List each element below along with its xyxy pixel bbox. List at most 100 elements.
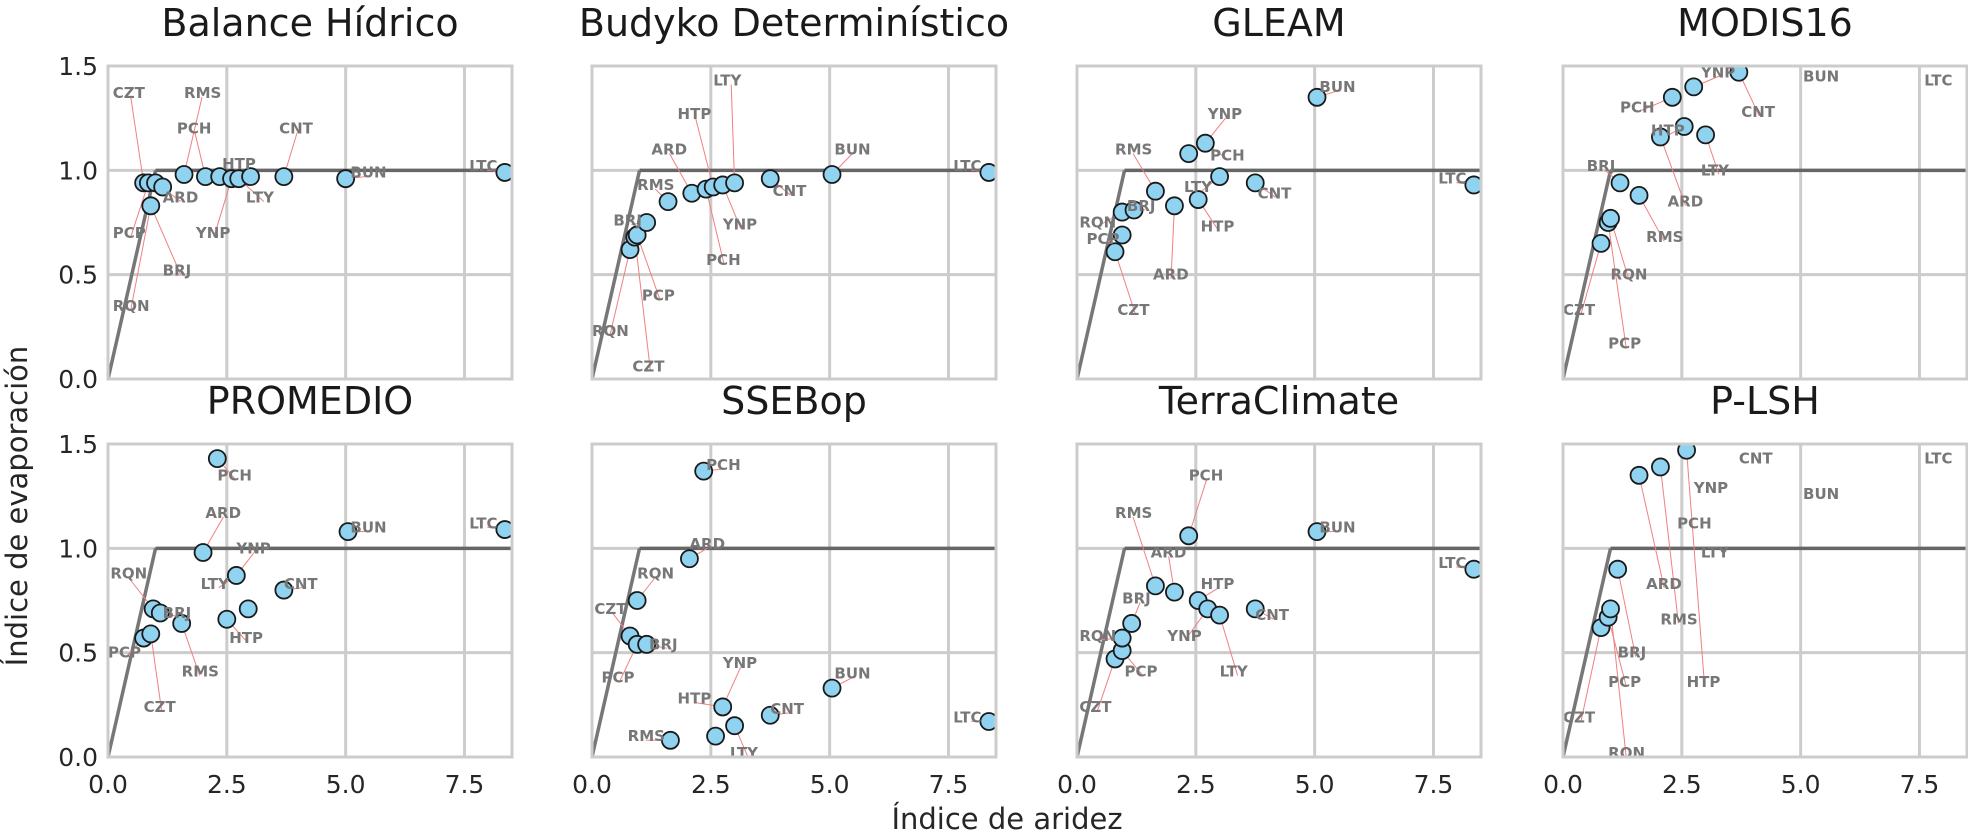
label-leader-line (130, 97, 145, 183)
x-tick-label: 0.0 (1057, 770, 1097, 799)
data-point (760, 705, 780, 725)
label-leader-line (695, 117, 714, 188)
data-point (193, 543, 213, 562)
label-leader-line (730, 84, 736, 183)
y-tick-label: 1.0 (58, 156, 98, 185)
panel-frame (1561, 442, 1968, 759)
site-label: HTP (222, 155, 256, 173)
label-leader-line (636, 234, 661, 300)
y-axis-label: Índice de evaporación (0, 346, 34, 667)
site-label: RQN (637, 564, 674, 582)
site-label: CNT (1258, 184, 1293, 202)
site-label: CNT (773, 182, 808, 200)
site-label: CZT (1079, 698, 1112, 716)
site-label: BUN (350, 518, 386, 536)
label-leader-line (1659, 466, 1679, 624)
site-label: RQN (592, 322, 629, 340)
data-point (495, 520, 512, 539)
data-point (1165, 582, 1184, 602)
panel-title: GLEAM (1212, 1, 1345, 45)
site-label: CNT (1255, 606, 1290, 624)
site-label: PCP (642, 287, 675, 305)
site-label: YNP (1700, 63, 1735, 81)
label-leader-line (1580, 627, 1602, 722)
x-tick-label: 0.0 (88, 770, 128, 799)
site-label: PCP (1087, 230, 1120, 248)
label-leader-line (150, 205, 182, 275)
data-point (1684, 77, 1704, 97)
site-label: BRJ (1587, 157, 1616, 175)
site-label: LTC (469, 157, 497, 175)
label-leader-line (213, 178, 233, 238)
panel-frame (1075, 442, 1483, 759)
site-label: PCH (217, 466, 252, 484)
data-point (1601, 599, 1620, 619)
x-tick-label: 0.0 (1543, 770, 1583, 799)
energy-limit-line (1563, 547, 1613, 757)
site-label: BUN (350, 163, 386, 181)
data-point (1245, 599, 1265, 619)
site-label: BRJ (1122, 589, 1151, 607)
panel-title: P-LSH (1710, 379, 1820, 423)
site-label: RQN (1608, 744, 1645, 762)
data-point (495, 163, 512, 182)
site-label: BUN (1319, 518, 1355, 536)
data-point (1696, 125, 1715, 145)
data-point (241, 167, 260, 186)
site-label: BUN (1803, 67, 1839, 85)
y-tick-label: 1.5 (58, 430, 98, 459)
site-label: RMS (637, 176, 674, 194)
label-leader-line (1114, 251, 1136, 315)
label-leader-line (1170, 205, 1175, 279)
site-label: BUN (834, 665, 870, 683)
site-label: HTP (1687, 673, 1721, 691)
data-point (713, 697, 733, 717)
site-label: YNP (235, 539, 270, 557)
panel-frame (590, 442, 998, 759)
site-label: ARD (651, 140, 687, 158)
data-point (822, 678, 842, 698)
data-point (661, 730, 680, 750)
x-tick-label: 5.0 (326, 770, 366, 799)
site-label: LTY (1701, 161, 1730, 179)
x-tick-label: 2.5 (1176, 770, 1216, 799)
site-label: PCP (1608, 335, 1641, 353)
label-leader-line (1188, 479, 1208, 536)
label-leader-line (1617, 569, 1637, 657)
data-point (979, 163, 996, 182)
data-point (1146, 576, 1165, 596)
site-label: HTP (678, 105, 712, 123)
data-point (226, 566, 246, 585)
site-label: ARD (205, 504, 241, 522)
panel-plot-area: CZT RMS PCH HTP CNT BUN LTC ARD LTY YNP PCP BRJ RQN (108, 84, 512, 379)
data-point (1124, 200, 1144, 220)
panel-title: Balance Hídrico (161, 1, 458, 45)
site-label: LTY (713, 72, 742, 90)
site-label: BRJ (1127, 197, 1156, 215)
label-leader-line (1580, 243, 1602, 315)
panel-title: MODIS16 (1677, 1, 1853, 45)
data-point (338, 522, 358, 542)
label-leader-line (1610, 608, 1627, 757)
site-label: RMS (184, 84, 221, 102)
data-point (627, 225, 647, 245)
data-point (238, 599, 258, 619)
data-point (150, 603, 170, 623)
site-label: HTP (678, 690, 712, 708)
panel-title: Budyko Determinístico (579, 1, 1009, 45)
panel-plot-area: YNP BUN LTC PCH CNT HTP BRJ LTY ARD RMS RQN CZT PCP (1563, 63, 1967, 379)
site-label: HTP (1201, 218, 1235, 236)
panel-ssebop: SSEBop 0.0 2.5 5.0 7.5 PCH ARD RQN CZT BRJ PCP YNP B… (572, 379, 998, 799)
label-leader-line (1607, 617, 1627, 687)
data-point (680, 549, 699, 569)
y-tick-label: 1.5 (58, 52, 98, 81)
data-point (274, 580, 294, 600)
site-label: RMS (1115, 504, 1152, 522)
x-tick-label: 0.0 (572, 770, 612, 799)
site-label: ARD (689, 535, 725, 553)
panel-modis16: MODIS16 YNP BUN LTC PCH CNT HTP BRJ LTY ARD RMS RQN… (1561, 1, 1968, 381)
data-point (1112, 628, 1132, 648)
site-label: RQN (1079, 214, 1116, 232)
site-label: ARD (1153, 266, 1189, 284)
